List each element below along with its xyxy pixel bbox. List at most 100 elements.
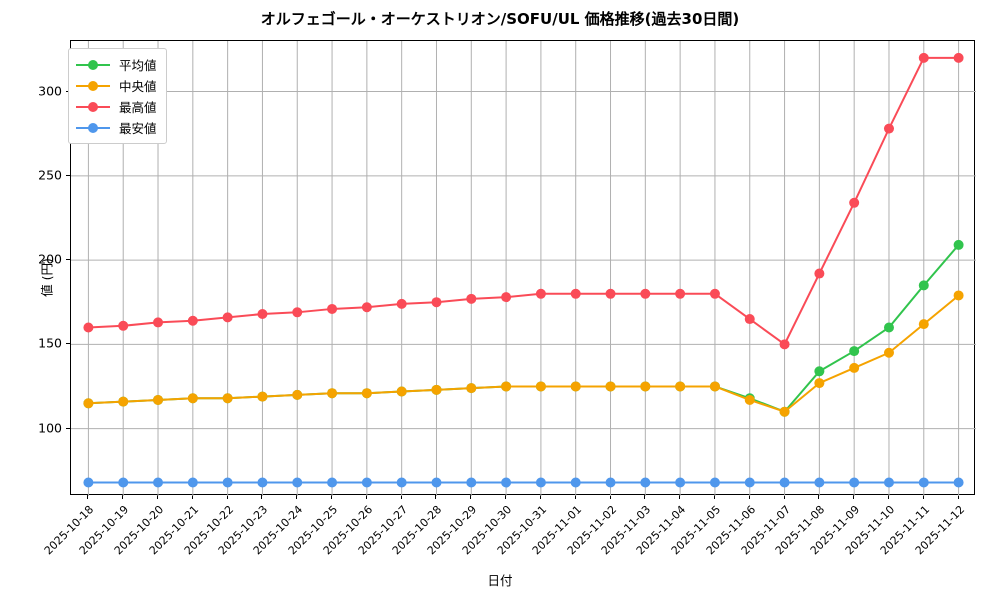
data-point <box>814 366 825 377</box>
data-point <box>118 396 129 407</box>
data-point <box>535 477 546 488</box>
data-point <box>187 393 198 404</box>
data-point <box>814 477 825 488</box>
data-point <box>779 339 790 350</box>
data-point <box>953 477 964 488</box>
data-point <box>814 268 825 279</box>
x-tick-mark <box>191 495 193 499</box>
grid-lines <box>71 41 976 496</box>
data-point <box>535 288 546 299</box>
data-point <box>849 362 860 373</box>
series-line <box>87 294 960 413</box>
y-tick-mark <box>66 343 70 345</box>
x-tick-mark <box>505 495 507 499</box>
x-tick-mark <box>783 495 785 499</box>
series-line <box>87 56 960 346</box>
x-tick-mark <box>400 495 402 499</box>
data-point <box>361 388 372 399</box>
data-point <box>605 477 616 488</box>
legend-item-1[interactable]: 中央値 <box>76 75 157 96</box>
data-point <box>153 317 164 328</box>
data-point <box>779 406 790 417</box>
data-point <box>327 477 338 488</box>
x-tick-mark <box>539 495 541 499</box>
data-point <box>153 477 164 488</box>
x-axis-label: 日付 <box>487 573 513 588</box>
data-point <box>466 383 477 394</box>
data-point <box>709 477 720 488</box>
data-point <box>675 381 686 392</box>
data-point <box>605 288 616 299</box>
legend-item-2[interactable]: 最高値 <box>76 96 157 117</box>
x-tick-mark <box>748 495 750 499</box>
data-point <box>709 381 720 392</box>
data-point <box>361 477 372 488</box>
data-point <box>222 393 233 404</box>
x-tick-mark <box>226 495 228 499</box>
data-point <box>953 290 964 301</box>
data-point <box>570 381 581 392</box>
data-point <box>466 293 477 304</box>
data-point <box>361 302 372 313</box>
y-tick-label: 250 <box>38 167 62 183</box>
x-tick-mark <box>887 495 889 499</box>
data-point <box>501 477 512 488</box>
data-point <box>779 477 790 488</box>
legend-swatch-icon <box>76 121 110 135</box>
x-tick-mark <box>922 495 924 499</box>
data-point <box>83 322 94 333</box>
data-point <box>257 309 268 319</box>
y-tick-mark <box>66 174 70 176</box>
legend-item-3[interactable]: 最安値 <box>76 117 157 138</box>
data-point <box>396 298 407 309</box>
legend-label: 最高値 <box>119 100 157 115</box>
data-point <box>918 52 929 63</box>
data-point <box>570 477 581 488</box>
data-point <box>883 477 894 488</box>
data-point <box>918 477 929 488</box>
y-tick-mark <box>66 427 70 429</box>
data-point <box>883 322 894 333</box>
x-tick-mark <box>644 495 646 499</box>
legend-label: 平均値 <box>119 58 157 73</box>
x-tick-mark <box>470 495 472 499</box>
data-point <box>431 384 442 395</box>
data-point <box>605 381 616 392</box>
data-point <box>501 381 512 392</box>
x-tick-mark <box>818 495 820 499</box>
series-2 <box>83 52 964 350</box>
x-tick-mark <box>957 495 959 499</box>
data-point <box>849 346 860 357</box>
data-point <box>918 280 929 291</box>
x-tick-mark <box>609 495 611 499</box>
x-tick-mark <box>157 495 159 499</box>
x-tick-mark <box>365 495 367 499</box>
x-tick-mark <box>87 495 89 499</box>
series-0 <box>83 239 964 417</box>
series-1 <box>83 290 964 417</box>
data-point <box>292 389 303 400</box>
data-point <box>953 52 964 63</box>
x-tick-mark <box>296 495 298 499</box>
legend-item-0[interactable]: 平均値 <box>76 54 157 75</box>
legend-label: 最安値 <box>119 121 157 136</box>
x-tick-mark <box>122 495 124 499</box>
data-point <box>396 477 407 488</box>
data-point <box>535 381 546 392</box>
y-axis-label: 値 (円) <box>39 258 55 297</box>
legend-swatch-icon <box>76 79 110 93</box>
data-point <box>849 477 860 488</box>
x-tick-mark <box>713 495 715 499</box>
data-point <box>431 297 442 308</box>
legend-swatch-icon <box>76 100 110 114</box>
data-point <box>222 312 233 323</box>
data-point <box>222 477 233 488</box>
data-point <box>118 477 129 488</box>
data-point <box>640 288 651 299</box>
data-point <box>327 388 338 399</box>
data-point <box>327 303 338 314</box>
y-tick-label: 200 <box>38 251 62 267</box>
data-point <box>744 477 755 488</box>
chart-legend: 平均値中央値最高値最安値 <box>68 48 167 144</box>
plot-area <box>70 40 976 496</box>
